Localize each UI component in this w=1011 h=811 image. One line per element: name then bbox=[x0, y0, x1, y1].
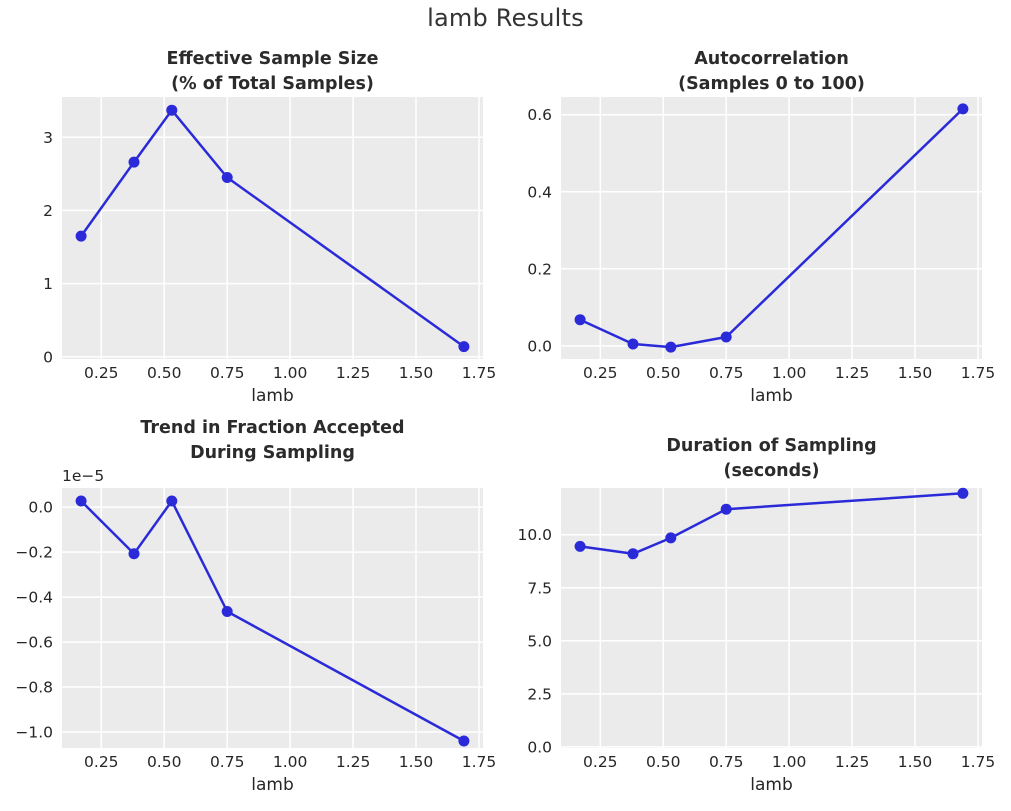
x-tick-label: 1.00 bbox=[273, 753, 308, 771]
x-tick-label: 0.25 bbox=[583, 364, 618, 382]
data-point-marker bbox=[957, 103, 969, 115]
data-point-marker bbox=[166, 495, 178, 507]
y-tick-label: −0.4 bbox=[15, 589, 53, 607]
data-point-marker bbox=[627, 548, 639, 560]
x-tick-label: 1.50 bbox=[399, 364, 434, 382]
x-tick-label: 1.00 bbox=[772, 364, 807, 382]
x-tick-label: 1.75 bbox=[462, 753, 497, 771]
y-tick-label: −0.2 bbox=[15, 544, 53, 562]
data-point-marker bbox=[221, 606, 233, 617]
x-axis-label: lamb bbox=[251, 386, 294, 406]
x-tick-label: 1.25 bbox=[336, 753, 371, 771]
y-tick-label: 5.0 bbox=[527, 632, 552, 650]
plot-background bbox=[62, 97, 483, 359]
subplot-title-line: Autocorrelation bbox=[694, 49, 849, 69]
x-tick-label: 1.75 bbox=[462, 364, 497, 382]
x-tick-label: 1.00 bbox=[772, 753, 807, 771]
x-tick-label: 0.75 bbox=[709, 364, 744, 382]
data-point-marker bbox=[458, 341, 470, 353]
plot-background bbox=[561, 97, 982, 359]
x-tick-label: 0.50 bbox=[646, 753, 681, 771]
x-tick-label: 0.50 bbox=[147, 364, 182, 382]
data-point-marker bbox=[720, 503, 732, 515]
x-tick-label: 1.75 bbox=[961, 364, 996, 382]
subplot-title-line: During Sampling bbox=[190, 443, 355, 463]
subplot-autocorrelation: 0.25 0.50 0.75 1.00 1.25 1.50 1.75 0.0 0.2 0.4 0.6 bbox=[527, 97, 995, 382]
subplot-duration-of-sampling: 0.25 0.50 0.75 1.00 1.25 1.50 1.75 0.0 2.5 5.0 7.5… bbox=[517, 487, 996, 771]
x-tick-label: 0.75 bbox=[709, 753, 744, 771]
x-tick-label: 1.50 bbox=[898, 753, 933, 771]
subplot-title-duration-of-sampling: Duration of Sampling (seconds) bbox=[561, 434, 982, 484]
x-tick-label: 0.25 bbox=[84, 364, 119, 382]
x-axis-label: lamb bbox=[750, 386, 793, 406]
data-point-marker bbox=[574, 314, 586, 326]
data-point-marker bbox=[957, 487, 969, 499]
data-point-marker bbox=[75, 495, 87, 507]
subplot-title-line: Duration of Sampling bbox=[666, 436, 877, 456]
y-tick-label: 0.2 bbox=[527, 260, 552, 278]
data-point-marker bbox=[75, 230, 87, 242]
data-point-marker bbox=[627, 338, 639, 350]
x-tick-label: 0.50 bbox=[646, 364, 681, 382]
subplot-title-line: (Samples 0 to 100) bbox=[678, 74, 865, 94]
data-point-marker bbox=[665, 341, 677, 353]
subplot-title-trend-fraction-accepted: Trend in Fraction Accepted During Sampli… bbox=[62, 416, 483, 466]
data-point-marker bbox=[665, 532, 677, 544]
y-tick-label: 0.0 bbox=[28, 499, 53, 517]
y-tick-label: −1.0 bbox=[15, 724, 53, 742]
data-point-marker bbox=[221, 172, 233, 183]
x-tick-label: 0.75 bbox=[210, 753, 245, 771]
subplot-title-line: Effective Sample Size bbox=[166, 49, 379, 69]
x-axis-label: lamb bbox=[750, 775, 793, 795]
x-tick-label: 1.25 bbox=[835, 364, 870, 382]
y-tick-label: 0.0 bbox=[527, 738, 552, 756]
y-tick-label: 7.5 bbox=[527, 579, 552, 597]
y-tick-label: 10.0 bbox=[517, 526, 552, 544]
subplot-trend-fraction-accepted: 0.25 0.50 0.75 1.00 1.25 1.50 1.75 0.0 −0.2 −0.4 −… bbox=[15, 488, 496, 771]
data-point-marker bbox=[720, 331, 732, 343]
y-tick-label: 3 bbox=[43, 129, 53, 147]
y-tick-label: 0.0 bbox=[527, 337, 552, 355]
y-tick-label: −0.6 bbox=[15, 634, 53, 652]
x-tick-label: 0.25 bbox=[84, 753, 119, 771]
x-tick-label: 0.75 bbox=[210, 364, 245, 382]
subplot-title-effective-sample-size: Effective Sample Size (% of Total Sample… bbox=[62, 47, 483, 97]
data-point-marker bbox=[458, 735, 470, 747]
data-point-marker bbox=[166, 104, 178, 116]
data-point-marker bbox=[574, 540, 586, 552]
x-tick-label: 1.25 bbox=[835, 753, 870, 771]
data-point-marker bbox=[128, 548, 140, 560]
x-tick-label: 1.75 bbox=[961, 753, 996, 771]
y-axis-offset-text: 1e−5 bbox=[62, 467, 105, 485]
subplot-effective-sample-size: 0.25 0.50 0.75 1.00 1.25 1.50 1.75 0 1 2 3 bbox=[43, 97, 496, 382]
x-tick-label: 0.50 bbox=[147, 753, 182, 771]
y-tick-label: 0 bbox=[43, 348, 53, 366]
y-tick-label: 0.4 bbox=[527, 183, 552, 201]
y-tick-label: 2 bbox=[43, 202, 53, 220]
x-tick-label: 1.50 bbox=[399, 753, 434, 771]
y-tick-label: 2.5 bbox=[527, 685, 552, 703]
subplot-title-line: Trend in Fraction Accepted bbox=[140, 418, 405, 438]
x-tick-label: 1.25 bbox=[336, 364, 371, 382]
x-tick-label: 1.00 bbox=[273, 364, 308, 382]
x-tick-label: 0.25 bbox=[583, 753, 618, 771]
y-tick-label: −0.8 bbox=[15, 679, 53, 697]
subplot-title-line: (seconds) bbox=[723, 461, 820, 481]
data-point-marker bbox=[128, 156, 140, 168]
y-tick-label: 0.6 bbox=[527, 106, 552, 124]
subplot-title-autocorrelation: Autocorrelation (Samples 0 to 100) bbox=[561, 47, 982, 97]
figure-title: lamb Results bbox=[427, 4, 584, 32]
subplot-title-line: (% of Total Samples) bbox=[171, 74, 374, 94]
x-axis-label: lamb bbox=[251, 775, 294, 795]
x-tick-label: 1.50 bbox=[898, 364, 933, 382]
y-tick-label: 1 bbox=[43, 275, 53, 293]
plot-background bbox=[62, 488, 483, 748]
plot-background bbox=[561, 488, 982, 748]
